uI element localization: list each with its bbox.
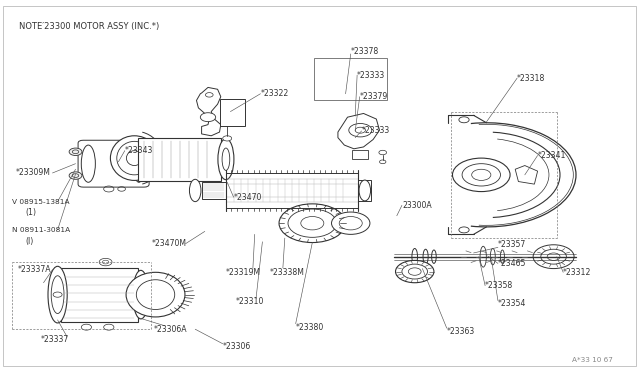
Ellipse shape bbox=[117, 141, 152, 175]
Text: V 08915-1381A: V 08915-1381A bbox=[12, 199, 69, 205]
Text: *23333: *23333 bbox=[362, 126, 390, 135]
Bar bbox=[220, 99, 245, 126]
Text: *23354: *23354 bbox=[498, 299, 526, 308]
Ellipse shape bbox=[423, 249, 428, 264]
Text: *23318: *23318 bbox=[517, 74, 545, 83]
Circle shape bbox=[279, 204, 346, 243]
Ellipse shape bbox=[127, 151, 143, 166]
Ellipse shape bbox=[133, 145, 145, 182]
Text: *23322: *23322 bbox=[260, 89, 289, 98]
Text: *23470: *23470 bbox=[234, 193, 262, 202]
Ellipse shape bbox=[133, 270, 149, 319]
Text: *23306A: *23306A bbox=[154, 325, 187, 334]
Circle shape bbox=[81, 324, 92, 330]
FancyBboxPatch shape bbox=[78, 140, 149, 187]
Text: *23333: *23333 bbox=[357, 71, 385, 80]
Text: *23379: *23379 bbox=[360, 92, 388, 101]
Text: *23309M: *23309M bbox=[16, 169, 51, 177]
Ellipse shape bbox=[189, 179, 201, 202]
Ellipse shape bbox=[51, 276, 64, 314]
Text: *23343: *23343 bbox=[125, 146, 153, 155]
Ellipse shape bbox=[218, 139, 234, 180]
Circle shape bbox=[380, 160, 386, 164]
Circle shape bbox=[104, 324, 114, 330]
Text: *23363: *23363 bbox=[447, 327, 475, 336]
Text: *23306: *23306 bbox=[223, 342, 251, 351]
Ellipse shape bbox=[431, 250, 436, 263]
Text: (I): (I) bbox=[26, 237, 34, 246]
Circle shape bbox=[138, 151, 150, 158]
Circle shape bbox=[462, 164, 500, 186]
Text: *23358: *23358 bbox=[485, 281, 513, 290]
Polygon shape bbox=[338, 113, 380, 149]
Text: *23357: *23357 bbox=[498, 240, 526, 249]
Bar bbox=[138, 138, 221, 181]
Polygon shape bbox=[515, 166, 538, 184]
Text: *23319M: *23319M bbox=[226, 268, 261, 277]
Ellipse shape bbox=[412, 248, 417, 265]
Text: 23300A: 23300A bbox=[402, 201, 431, 210]
Text: NOTE′23300 MOTOR ASSY (INC.*): NOTE′23300 MOTOR ASSY (INC.*) bbox=[19, 22, 159, 31]
Circle shape bbox=[379, 150, 387, 155]
Bar bbox=[61, 268, 138, 321]
Circle shape bbox=[452, 158, 510, 192]
Ellipse shape bbox=[48, 266, 67, 323]
Text: A*33 10 67: A*33 10 67 bbox=[572, 357, 613, 363]
Circle shape bbox=[349, 124, 372, 137]
Ellipse shape bbox=[359, 180, 371, 201]
Circle shape bbox=[332, 212, 370, 234]
Text: *23312: *23312 bbox=[563, 268, 591, 277]
Text: N 08911-3081A: N 08911-3081A bbox=[12, 227, 70, 233]
Text: *23378: *23378 bbox=[351, 47, 379, 56]
Text: *23337A: *23337A bbox=[18, 265, 51, 274]
Ellipse shape bbox=[126, 272, 185, 317]
Text: *23380: *23380 bbox=[296, 323, 324, 332]
Ellipse shape bbox=[490, 248, 495, 265]
Circle shape bbox=[533, 245, 574, 269]
Text: *23341: *23341 bbox=[538, 151, 566, 160]
Text: *23338M: *23338M bbox=[270, 268, 305, 277]
Circle shape bbox=[69, 148, 82, 155]
Ellipse shape bbox=[81, 145, 95, 182]
Text: *23310: *23310 bbox=[236, 297, 264, 306]
Circle shape bbox=[459, 227, 469, 233]
Circle shape bbox=[53, 292, 62, 297]
Text: *23337: *23337 bbox=[40, 335, 68, 344]
Text: (1): (1) bbox=[26, 208, 36, 217]
Ellipse shape bbox=[136, 280, 175, 310]
Text: *23465: *23465 bbox=[498, 259, 526, 268]
Circle shape bbox=[200, 113, 216, 122]
Circle shape bbox=[459, 117, 469, 123]
Circle shape bbox=[396, 260, 434, 283]
Circle shape bbox=[223, 136, 232, 141]
Ellipse shape bbox=[480, 246, 486, 267]
Circle shape bbox=[99, 259, 112, 266]
Bar bbox=[314, 58, 387, 100]
Circle shape bbox=[139, 170, 149, 176]
Bar bbox=[202, 182, 226, 199]
Polygon shape bbox=[196, 87, 221, 136]
Text: *23470M: *23470M bbox=[152, 239, 187, 248]
Ellipse shape bbox=[500, 250, 504, 263]
Circle shape bbox=[69, 172, 82, 179]
Bar bbox=[358, 180, 371, 201]
Ellipse shape bbox=[111, 136, 159, 180]
Bar bbox=[352, 150, 368, 159]
